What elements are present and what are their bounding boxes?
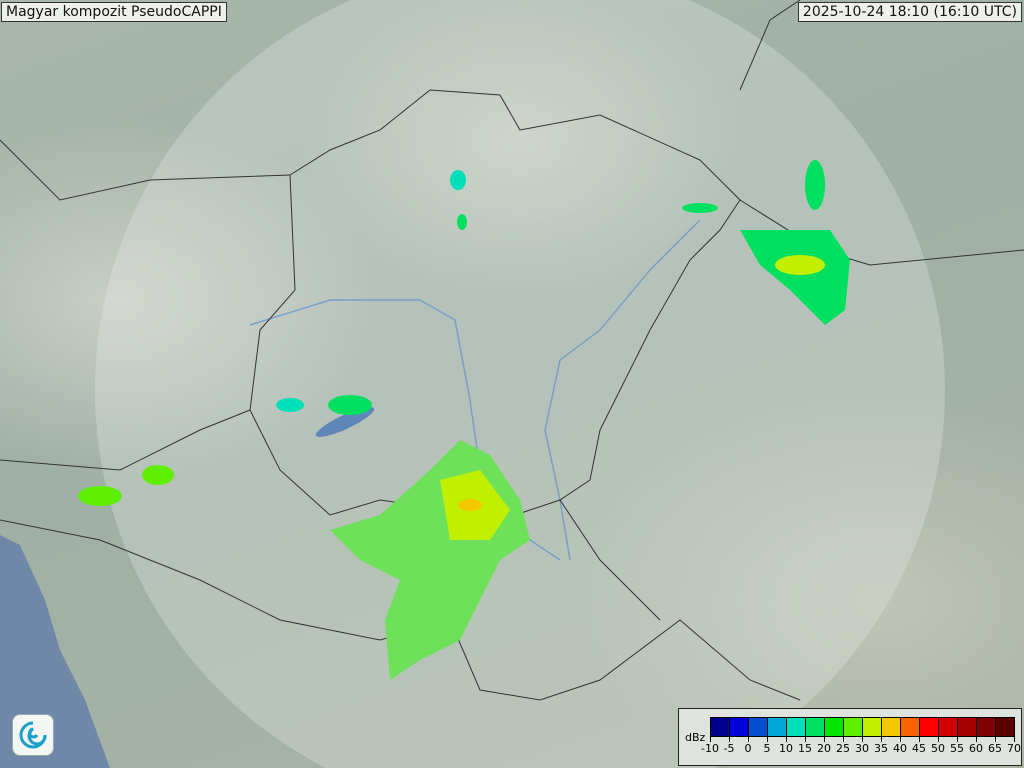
timestamp-label: 2025-10-24 18:10 (16:10 UTC) — [797, 2, 1022, 22]
tick-label: 5 — [763, 742, 771, 755]
dbz-color-legend: dBz -10 -5 0 5 10 15 20 25 30 35 40 45 50 55 60 65 70 — [678, 708, 1022, 766]
echo-balaton-1 — [328, 395, 372, 415]
tick-mark — [976, 737, 977, 742]
legend-unit: dBz — [685, 731, 706, 744]
tick-mark — [919, 737, 920, 742]
met-service-swirl-logo-icon — [12, 714, 54, 756]
tick-mark — [824, 737, 825, 742]
color-scale-bar — [710, 717, 1015, 737]
tick-mark — [786, 737, 787, 742]
tick-mark — [767, 737, 768, 742]
color-swatch — [996, 718, 1014, 736]
color-swatch — [977, 718, 996, 736]
tick-label: -10 — [701, 742, 719, 755]
tick-label: 10 — [779, 742, 793, 755]
color-swatch — [825, 718, 844, 736]
tick-label: -5 — [723, 742, 735, 755]
tick-mark — [1014, 737, 1015, 742]
color-swatch — [844, 718, 863, 736]
color-swatch — [958, 718, 977, 736]
product-title: Magyar kompozit PseudoCAPPI — [1, 2, 227, 22]
tick-mark — [843, 737, 844, 742]
echo-north-1 — [450, 170, 466, 190]
tick-mark — [710, 737, 711, 742]
tick-mark — [729, 737, 730, 742]
tick-label: 45 — [912, 742, 926, 755]
color-swatch — [863, 718, 882, 736]
tick-mark — [881, 737, 882, 742]
echo-northeast-2 — [805, 160, 825, 210]
color-swatch — [768, 718, 787, 736]
color-swatch — [806, 718, 825, 736]
tick-label: 65 — [988, 742, 1002, 755]
tick-mark — [957, 737, 958, 742]
precipitation-echoes — [78, 160, 850, 680]
echo-northeast-core — [775, 255, 825, 275]
country-borders — [0, 0, 1024, 701]
echo-north-2 — [457, 214, 467, 230]
tick-label: 40 — [893, 742, 907, 755]
color-swatch — [939, 718, 958, 736]
echo-north-3 — [682, 203, 718, 213]
tick-label: 30 — [855, 742, 869, 755]
echo-west-2 — [142, 465, 174, 485]
color-swatch — [711, 718, 730, 736]
echo-balaton-2 — [276, 398, 304, 412]
tick-mark — [805, 737, 806, 742]
tick-label: 15 — [798, 742, 812, 755]
color-swatch — [730, 718, 749, 736]
tick-mark — [938, 737, 939, 742]
tick-mark — [900, 737, 901, 742]
echo-core-orange — [458, 499, 482, 511]
tick-label: 60 — [969, 742, 983, 755]
tick-label: 55 — [950, 742, 964, 755]
echo-west-1 — [78, 486, 122, 506]
color-swatch — [901, 718, 920, 736]
tick-label: 25 — [836, 742, 850, 755]
radar-coverage-area — [94, 0, 946, 768]
color-swatch — [882, 718, 901, 736]
lake-balaton — [315, 407, 375, 437]
color-swatch — [920, 718, 939, 736]
color-swatch — [787, 718, 806, 736]
tick-mark — [862, 737, 863, 742]
tick-label: 50 — [931, 742, 945, 755]
tick-mark — [748, 737, 749, 742]
color-swatch — [749, 718, 768, 736]
tick-label: 70 — [1007, 742, 1021, 755]
tick-label: 20 — [817, 742, 831, 755]
echo-northeast — [740, 230, 850, 325]
tick-label: 35 — [874, 742, 888, 755]
tick-label: 0 — [744, 742, 752, 755]
adriatic-sea — [0, 535, 110, 768]
tick-mark — [995, 737, 996, 742]
color-scale-ticks: -10 -5 0 5 10 15 20 25 30 35 40 45 50 55 60 65 70 — [701, 737, 1021, 757]
